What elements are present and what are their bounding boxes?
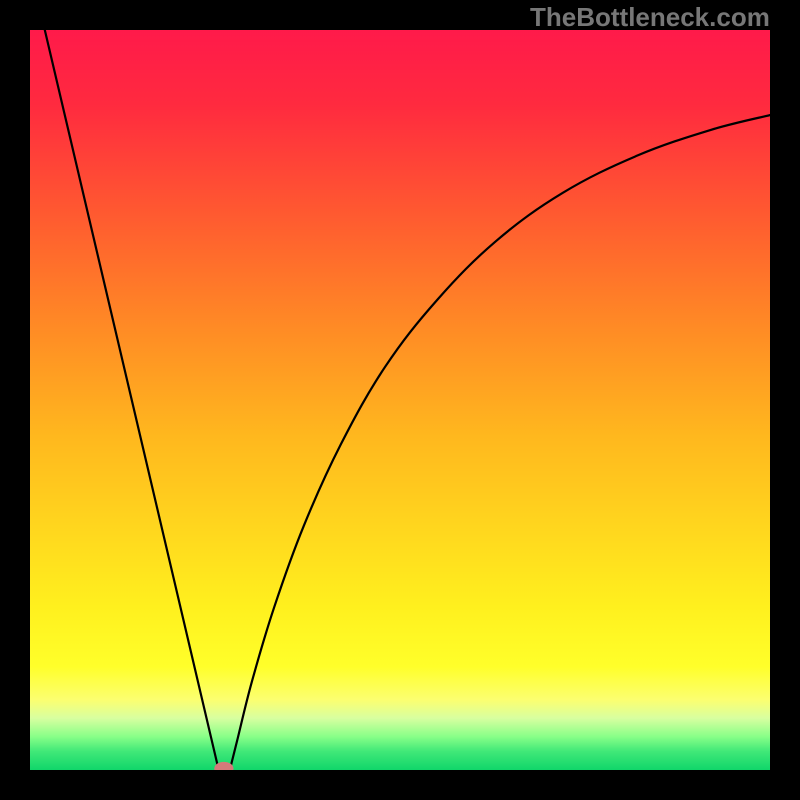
gradient-background: [30, 30, 770, 770]
watermark-text: TheBottleneck.com: [530, 2, 770, 33]
bottleneck-chart: [30, 30, 770, 770]
